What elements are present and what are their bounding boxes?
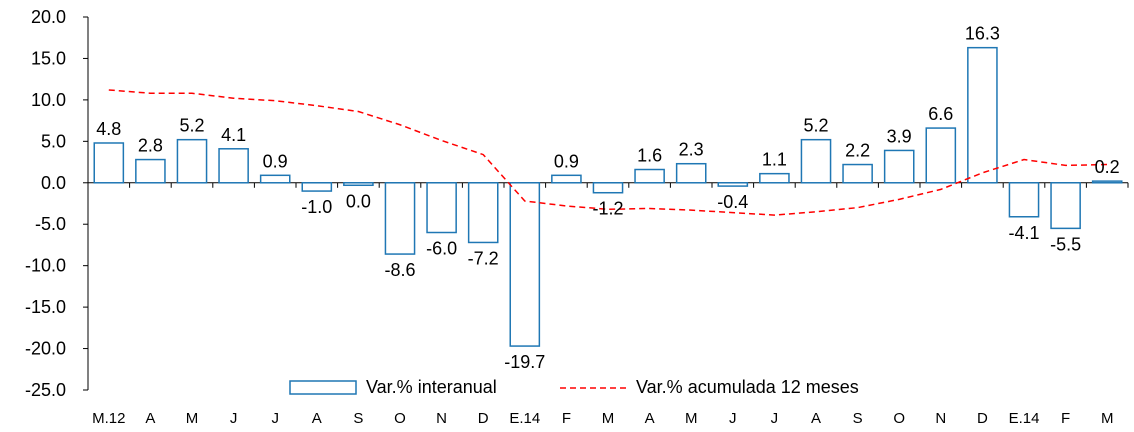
- bar: [551, 174, 582, 184]
- x-tick-label: N: [935, 410, 946, 427]
- x-tick-label: F: [562, 410, 571, 427]
- bar: [592, 182, 624, 194]
- data-label: 4.8: [96, 119, 121, 139]
- x-tick-label: D: [478, 410, 489, 427]
- x-tick-label: D: [977, 410, 988, 427]
- data-label: 0.0: [346, 191, 371, 211]
- x-tick-label: A: [645, 410, 655, 427]
- bar: [176, 138, 208, 184]
- data-label: 2.3: [679, 140, 704, 160]
- x-tick-label: J: [230, 410, 238, 427]
- bar: [759, 172, 790, 184]
- bar: [467, 182, 499, 244]
- data-label: -7.2: [468, 248, 499, 268]
- data-label: -4.1: [1008, 223, 1039, 243]
- y-tick-label: 0.0: [41, 173, 66, 193]
- y-tick-labels: 20.0 15.0 10.0 5.0 0.0 -5.0 -10.0 -15.0 -20.0 -25…: [25, 7, 66, 400]
- x-tick-label: N: [436, 410, 447, 427]
- bar: [883, 149, 915, 184]
- bar: [93, 142, 125, 184]
- bar: [384, 182, 416, 255]
- x-tick-label: M: [186, 410, 199, 427]
- x-tick-label: M: [602, 410, 615, 427]
- x-tick-label: O: [893, 410, 905, 427]
- data-labels: 4.8 2.8 5.2 4.1 0.9 -1.0 0.0 -8.6 -6.0 -7.2 -19.7 0…: [96, 24, 1119, 372]
- x-tick-label: E.14: [509, 410, 540, 427]
- x-tick-label: A: [145, 410, 155, 427]
- y-tick-label: 10.0: [31, 90, 66, 110]
- data-label: 0.9: [554, 151, 579, 171]
- bar: [967, 46, 998, 184]
- data-label: 6.6: [928, 104, 953, 124]
- x-tick-label: J: [729, 410, 737, 427]
- x-tick-label: S: [853, 410, 863, 427]
- x-tick-labels: M.12 A M J J A S O N D E.14 F M A M J J A S O N D E.14 F M: [92, 410, 1113, 427]
- bar: [218, 148, 249, 184]
- line-path: [108, 89, 1108, 216]
- y-tick-label: -10.0: [25, 256, 66, 276]
- data-label: 1.6: [637, 146, 662, 166]
- legend-label-line: Var.% acumulada 12 meses: [636, 377, 859, 397]
- bar: [800, 138, 832, 184]
- bar: [675, 162, 707, 184]
- y-tick-label: 15.0: [31, 48, 66, 68]
- data-label: -5.5: [1050, 234, 1081, 254]
- data-label: 4.1: [221, 125, 246, 145]
- data-label: -1.2: [592, 199, 623, 219]
- y-tick-label: -20.0: [25, 339, 66, 359]
- data-label: 2.8: [138, 136, 163, 156]
- data-label: 1.1: [762, 150, 787, 170]
- data-label: -6.0: [426, 239, 457, 259]
- bar-series: [93, 46, 1123, 347]
- data-label: 5.2: [803, 116, 828, 136]
- bar: [842, 163, 873, 184]
- x-tick-label: S: [353, 410, 363, 427]
- data-label: -19.7: [504, 352, 545, 372]
- bar: [925, 127, 957, 184]
- x-tick-label: M: [1101, 410, 1114, 427]
- data-label: 0.9: [263, 151, 288, 171]
- bar: [717, 182, 749, 187]
- x-tick-label: M: [685, 410, 698, 427]
- y-tick-label: 20.0: [31, 7, 66, 27]
- x-tick-label: J: [271, 410, 279, 427]
- bar: [1008, 182, 1040, 218]
- data-label: -8.6: [384, 260, 415, 280]
- bar: [634, 168, 665, 184]
- data-label: -0.4: [717, 192, 748, 212]
- bar: [509, 182, 541, 347]
- y-tick-label: -25.0: [25, 380, 66, 400]
- bar: [1050, 182, 1081, 230]
- line-series: [108, 89, 1108, 216]
- bar: [135, 158, 166, 184]
- x-tick-label: F: [1061, 410, 1070, 427]
- bar: [301, 182, 333, 192]
- legend-swatch-bar: [289, 380, 357, 395]
- x-tick-label: J: [771, 410, 779, 427]
- legend: Var.% interanual Var.% acumulada 12 mese…: [289, 377, 859, 397]
- data-label: 3.9: [887, 126, 912, 146]
- bar: [259, 174, 291, 184]
- bar: [343, 182, 374, 187]
- data-label: 0.2: [1095, 157, 1120, 177]
- x-tick-label: M.12: [92, 410, 125, 427]
- data-label: 16.3: [965, 24, 1000, 44]
- y-tick-label: -5.0: [35, 214, 66, 234]
- x-tick-label: E.14: [1009, 410, 1040, 427]
- y-tick-label: -15.0: [25, 297, 66, 317]
- bar: [426, 182, 457, 234]
- x-tick-label: O: [394, 410, 406, 427]
- legend-label-bar: Var.% interanual: [366, 377, 497, 397]
- bar: [1091, 180, 1123, 184]
- x-tick-label: A: [312, 410, 322, 427]
- data-label: 2.2: [845, 141, 870, 161]
- data-label: 5.2: [179, 116, 204, 136]
- x-tick-label: A: [811, 410, 821, 427]
- data-label: -1.0: [301, 197, 332, 217]
- y-tick-label: 5.0: [41, 131, 66, 151]
